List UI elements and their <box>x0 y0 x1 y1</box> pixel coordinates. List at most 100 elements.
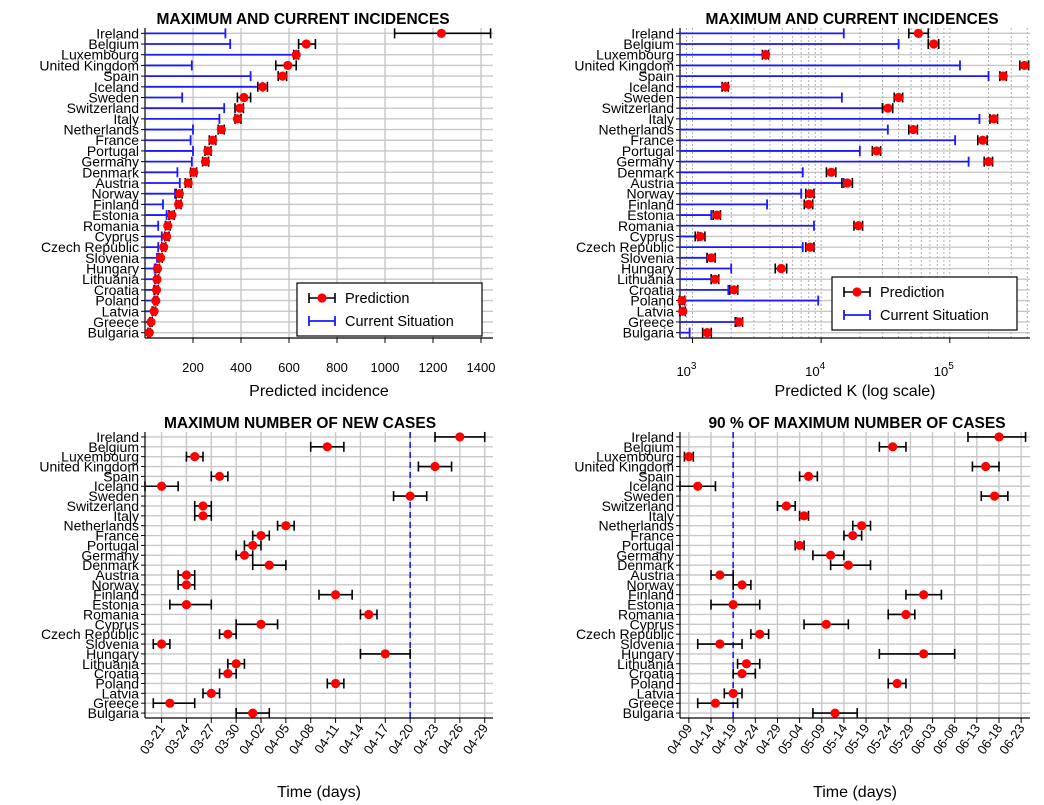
prediction-point <box>795 540 805 551</box>
prediction-point <box>190 452 200 462</box>
category-label: Romania <box>83 218 139 234</box>
category-label: United Kingdom <box>574 459 674 475</box>
prediction-point <box>232 114 242 124</box>
category-label: Czech Republic <box>41 626 139 642</box>
category-label: Luxembourg <box>61 449 139 465</box>
legend-box <box>296 282 483 337</box>
category-label: Bulgaria <box>88 325 140 341</box>
category-label: United Kingdom <box>39 57 139 73</box>
category-label: Greece <box>628 314 674 330</box>
category-label: Germany <box>81 154 139 170</box>
category-label: Croatia <box>94 282 139 298</box>
prediction-point <box>165 698 175 708</box>
x-tick-label: 600 <box>278 360 300 375</box>
category-label: Germany <box>616 154 674 170</box>
prediction-point <box>741 659 752 669</box>
category-label: Czech Republic <box>576 239 674 255</box>
prediction-point <box>892 678 902 689</box>
x-tick-label: 04-14 <box>336 721 367 757</box>
category-label: Cyprus <box>630 616 674 632</box>
legend: Prediction Current Situation <box>296 282 483 337</box>
x-tick-label: 06-23 <box>996 721 1027 757</box>
category-label: Lithuania <box>617 656 674 672</box>
prediction-point <box>978 135 988 145</box>
category-label: Spain <box>638 68 674 84</box>
category-label: United Kingdom <box>574 57 674 73</box>
panel-title: MAXIMUM AND CURRENT INCIDENCES <box>156 11 449 28</box>
prediction-point <box>678 306 688 316</box>
legend-label: Current Situation <box>880 308 989 324</box>
legend-prediction-marker <box>852 287 862 297</box>
prediction-point <box>888 442 898 452</box>
x-tick-label: 04-08 <box>286 721 317 757</box>
category-label: Ireland <box>96 429 139 445</box>
prediction-point <box>677 295 687 306</box>
category-label: Estonia <box>627 207 674 223</box>
prediction-point <box>710 274 720 284</box>
category-label: Austria <box>95 175 139 191</box>
category-label: Greece <box>93 314 139 330</box>
prediction-point <box>156 639 167 649</box>
category-label: Romania <box>618 218 674 234</box>
prediction-point <box>283 60 293 71</box>
category-label: Iceland <box>94 478 139 494</box>
prediction-point <box>857 521 867 531</box>
prediction-point <box>181 599 192 610</box>
prediction-point <box>989 491 1000 501</box>
x-tick-label: 200 <box>182 360 204 375</box>
prediction-point <box>239 92 249 103</box>
prediction-point <box>737 669 747 679</box>
prediction-point <box>848 530 858 541</box>
prediction-point <box>919 649 929 659</box>
prediction-point <box>728 688 738 698</box>
x-axis-title: Predicted K (log scale) <box>775 383 936 400</box>
prediction-point <box>821 619 831 629</box>
prediction-point <box>151 295 161 306</box>
category-label: Latvia <box>102 685 140 701</box>
prediction-point <box>144 328 154 338</box>
category-label: Austria <box>630 175 674 191</box>
prediction-point <box>231 659 241 669</box>
category-label: Finland <box>93 196 139 212</box>
category-label: Lithuania <box>82 656 139 672</box>
category-label: Denmark <box>617 164 675 180</box>
category-label: Netherlands <box>599 518 675 534</box>
category-label: Czech Republic <box>41 239 139 255</box>
prediction-point <box>156 481 167 491</box>
prediction-point <box>156 253 166 263</box>
prediction-point <box>380 649 390 659</box>
category-label: Slovenia <box>85 636 139 652</box>
prediction-point <box>803 471 814 481</box>
prediction-point <box>894 92 904 103</box>
category-label: Bulgaria <box>623 325 675 341</box>
prediction-point <box>183 178 193 188</box>
x-tick-label: 1000 <box>371 360 400 375</box>
x-tick-label: 105 <box>934 361 954 379</box>
prediction-point <box>693 481 703 491</box>
category-label: Austria <box>630 567 674 583</box>
prediction-point <box>159 242 169 252</box>
category-label: Germany <box>81 547 139 563</box>
prediction-point <box>277 71 288 81</box>
prediction-point <box>842 178 853 188</box>
category-label: Estonia <box>627 597 674 613</box>
x-tick-label: 04-20 <box>385 721 416 757</box>
x-tick-label: 04-23 <box>410 721 441 757</box>
prediction-point <box>981 461 991 472</box>
x-tick-label: 1200 <box>419 360 448 375</box>
prediction-point <box>805 242 815 252</box>
category-label: Sweden <box>88 488 139 504</box>
prediction-point <box>684 452 694 462</box>
prediction-point <box>235 103 245 113</box>
legend-label: Prediction <box>345 291 409 307</box>
category-label: Finland <box>628 196 674 212</box>
category-label: Poland <box>630 293 674 309</box>
category-label: Norway <box>627 186 674 202</box>
prediction-point <box>702 328 712 338</box>
prediction-point <box>214 471 225 481</box>
prediction-point <box>830 708 840 718</box>
prediction-point <box>1019 60 1030 71</box>
category-label: Poland <box>630 675 674 691</box>
